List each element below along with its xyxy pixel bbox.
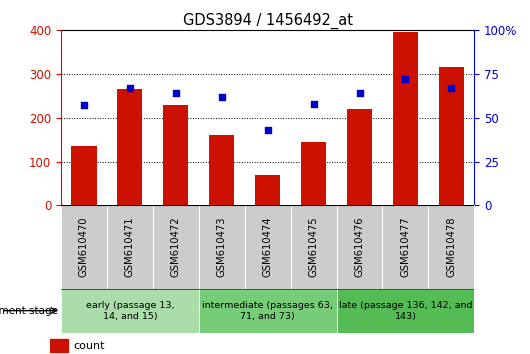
Bar	[393, 32, 418, 205]
Text: GSM610471: GSM610471	[125, 217, 135, 277]
Text: GSM610474: GSM610474	[263, 217, 272, 277]
Bar	[117, 89, 143, 205]
Text: count: count	[73, 341, 104, 350]
Bar	[209, 135, 234, 205]
Text: GSM610470: GSM610470	[79, 217, 89, 277]
FancyBboxPatch shape	[428, 205, 474, 289]
Bar	[163, 104, 189, 205]
Text: GSM610477: GSM610477	[401, 217, 410, 277]
Text: GSM610478: GSM610478	[446, 217, 456, 277]
Text: early (passage 13,
14, and 15): early (passage 13, 14, and 15)	[86, 301, 174, 321]
FancyBboxPatch shape	[153, 205, 199, 289]
Bar	[347, 109, 372, 205]
Text: development stage: development stage	[0, 306, 58, 316]
Title: GDS3894 / 1456492_at: GDS3894 / 1456492_at	[183, 12, 352, 29]
Point	[217, 94, 226, 99]
Point	[80, 103, 88, 108]
FancyBboxPatch shape	[383, 205, 428, 289]
Text: GSM610476: GSM610476	[355, 217, 365, 277]
Point	[401, 76, 410, 82]
FancyBboxPatch shape	[61, 289, 199, 333]
Text: GSM610472: GSM610472	[171, 217, 181, 277]
Point	[447, 85, 456, 91]
Bar	[255, 175, 280, 205]
FancyBboxPatch shape	[337, 205, 383, 289]
Bar	[301, 142, 326, 205]
FancyBboxPatch shape	[199, 289, 337, 333]
Point	[263, 127, 272, 133]
FancyBboxPatch shape	[290, 205, 337, 289]
FancyBboxPatch shape	[199, 205, 245, 289]
Point	[310, 101, 318, 107]
FancyBboxPatch shape	[337, 289, 474, 333]
Text: GSM610475: GSM610475	[308, 217, 319, 277]
Bar	[71, 146, 96, 205]
Bar	[439, 67, 464, 205]
Bar	[50, 339, 68, 352]
FancyBboxPatch shape	[61, 205, 107, 289]
FancyBboxPatch shape	[245, 205, 290, 289]
Point	[126, 85, 134, 91]
Text: GSM610473: GSM610473	[217, 217, 227, 277]
Point	[355, 90, 364, 96]
FancyBboxPatch shape	[107, 205, 153, 289]
Point	[172, 90, 180, 96]
Text: intermediate (passages 63,
71, and 73): intermediate (passages 63, 71, and 73)	[202, 301, 333, 321]
Text: late (passage 136, 142, and
143): late (passage 136, 142, and 143)	[339, 301, 472, 321]
